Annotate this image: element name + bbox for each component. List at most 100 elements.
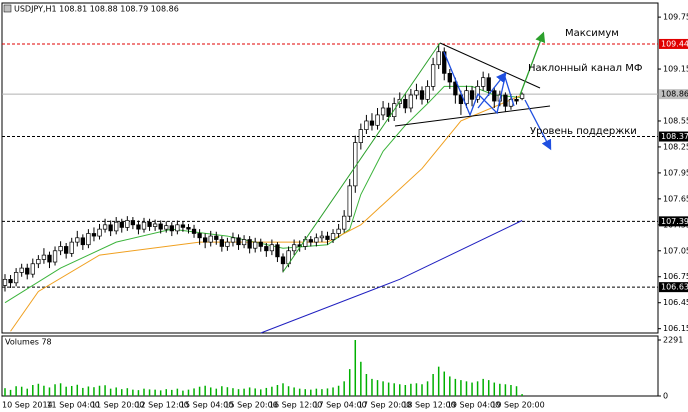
candle-body <box>169 225 174 232</box>
candle-body <box>203 237 208 243</box>
candle-body <box>219 239 224 247</box>
y-tick-label: 109.15 <box>663 65 688 74</box>
chart-title: USDJPY,H1 108.81 108.88 108.79 108.86 <box>14 5 179 14</box>
candle-body <box>375 114 380 126</box>
arrow <box>477 71 507 109</box>
candle-body <box>453 81 458 96</box>
candle-body <box>475 86 480 100</box>
candle-body <box>225 241 230 247</box>
candle-body <box>519 93 525 99</box>
candle-body <box>208 235 213 243</box>
candle-body <box>330 233 336 240</box>
level-label: 109.44 <box>661 39 688 48</box>
candle-body <box>69 241 74 254</box>
arrow <box>519 31 546 96</box>
candle-body <box>191 228 197 234</box>
candle-body <box>19 267 24 273</box>
candle-body <box>486 77 491 92</box>
candle-body <box>442 51 447 74</box>
candle-body <box>280 256 286 265</box>
candle-body <box>336 228 341 234</box>
candle-body <box>2 278 8 286</box>
candle-body <box>152 223 158 227</box>
candle-body <box>230 237 236 243</box>
candle-body <box>108 224 113 232</box>
candle-body <box>436 51 441 66</box>
annotation: Уровень поддержки <box>530 126 637 137</box>
candle-body <box>347 185 352 217</box>
x-tick-label: 17 Sep 04:00 <box>313 401 366 410</box>
drawings: Максимум Наклонный канал МФ Уровень подд… <box>282 28 643 273</box>
x-tick-label: 10 Sep 2014 <box>2 401 53 410</box>
x-tick-label: 15 Sep 20:00 <box>224 401 277 410</box>
x-tick-label: 15 Sep 04:00 <box>180 401 233 410</box>
moving-average <box>260 220 523 334</box>
candle-body <box>214 235 219 240</box>
level-label-bg <box>659 216 688 227</box>
trend-line <box>394 105 551 127</box>
candle-body <box>130 220 136 226</box>
candle-body <box>403 98 408 109</box>
candle-body <box>342 215 347 230</box>
candle-body <box>180 224 186 228</box>
y-tick-label: 108.55 <box>663 116 688 125</box>
candle-body <box>458 94 464 105</box>
y-tick-label: 107.05 <box>663 246 688 255</box>
candle-body <box>241 239 247 246</box>
level-label-bg <box>659 89 688 100</box>
candle-body <box>364 120 369 130</box>
y-tick-label: 2291 <box>663 336 683 345</box>
candle-body <box>47 254 52 263</box>
candle-body <box>86 233 91 246</box>
candle-body <box>236 237 241 246</box>
x-tick-label: 19 Sep 04:00 <box>447 401 500 410</box>
candle-body <box>380 107 386 116</box>
x-tick-label: 16 Sep 12:00 <box>269 401 322 410</box>
candle-body <box>158 223 163 230</box>
candle-body <box>492 90 497 102</box>
candle-body <box>186 227 191 230</box>
candle-body <box>102 224 108 230</box>
candle-body <box>58 246 63 252</box>
y-tick-label: 107.65 <box>663 194 688 203</box>
candle-body <box>464 90 469 105</box>
symbol-icon <box>3 4 12 13</box>
candle-body <box>269 244 275 252</box>
y-tick-label: 0 <box>663 392 668 401</box>
candle-body <box>80 237 85 246</box>
candle-body <box>369 120 375 126</box>
candle-body <box>147 221 152 227</box>
candle-body <box>386 107 391 117</box>
candle-body <box>308 239 313 243</box>
x-tick-label: 18 Sep 12:00 <box>402 401 455 410</box>
candle-body <box>425 86 430 100</box>
candle-body <box>125 220 130 228</box>
x-tick-label: 19 Sep 20:00 <box>491 401 544 410</box>
level-label: 107.39 <box>661 217 688 226</box>
candle-body <box>114 221 119 232</box>
y-tick-label: 108.25 <box>663 142 688 151</box>
candle-body <box>41 254 47 260</box>
candle-body <box>325 235 330 240</box>
price-panel <box>1 2 659 334</box>
candle-body <box>481 77 486 87</box>
candle-body <box>175 224 180 232</box>
candle-body <box>52 250 58 263</box>
y-tick-label: 107.95 <box>663 168 688 177</box>
candle-body <box>119 221 124 228</box>
level-label: 108.86 <box>661 90 688 99</box>
candle-body <box>25 267 30 275</box>
candle-body <box>358 129 363 143</box>
y-tick-label: 106.15 <box>663 324 688 333</box>
candle-body <box>97 228 102 237</box>
x-tick-label: 11 Sep 20:00 <box>91 401 144 410</box>
channel-line <box>282 42 441 273</box>
candle-body <box>503 94 508 107</box>
plot-area: 106.15106.45106.75107.05107.35107.65107.… <box>2 13 688 401</box>
candle-body <box>141 221 147 230</box>
candle-body <box>13 272 19 284</box>
candle-body <box>136 224 141 230</box>
candle-body <box>291 244 297 252</box>
y-tick-label: 106.75 <box>663 272 688 281</box>
